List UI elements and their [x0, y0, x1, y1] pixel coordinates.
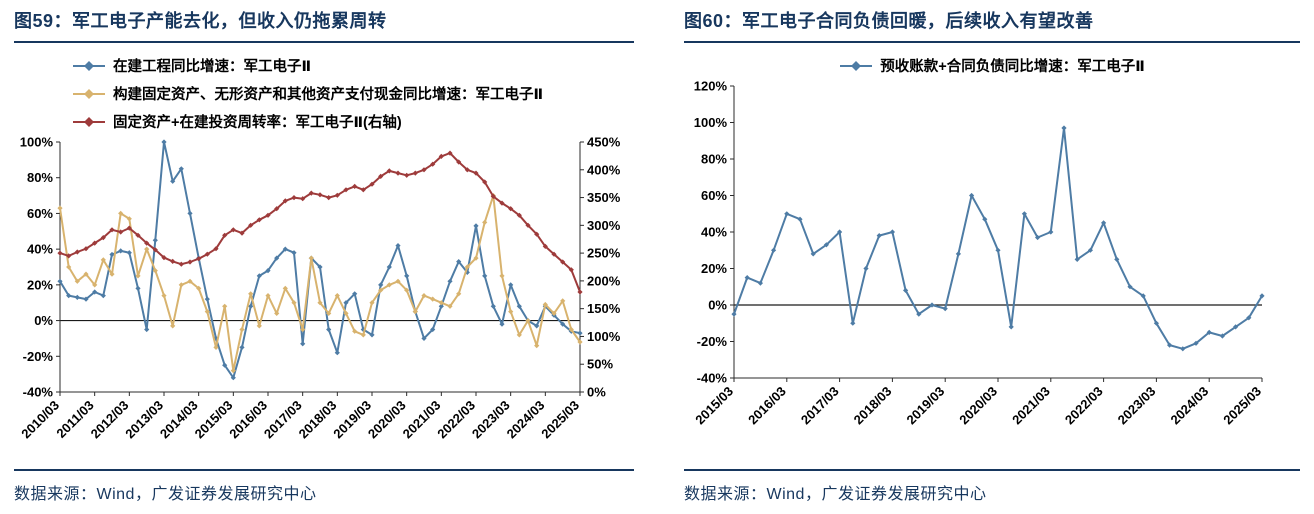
- svg-text:2022/03: 2022/03: [1062, 384, 1106, 428]
- svg-text:80%: 80%: [701, 152, 727, 167]
- svg-text:2020/03: 2020/03: [365, 398, 409, 442]
- svg-text:2017/03: 2017/03: [261, 398, 305, 442]
- svg-text:150%: 150%: [587, 301, 621, 316]
- figure-59-panel: 图59：军工电子产能去化，但收入仍拖累周转 在建工程同比增速：军工电子Ⅱ 构建固定…: [14, 8, 634, 504]
- svg-text:2013/03: 2013/03: [122, 398, 166, 442]
- legend-line-marker-icon: [73, 60, 105, 71]
- figure-60-panel: 图60：军工电子合同负债回暖，后续收入有望改善 预收账款+合同负债同比增速：军工…: [660, 0, 1314, 514]
- legend-item: 预收账款+合同负债同比增速：军工电子Ⅱ: [839, 55, 1145, 76]
- legend-item: 构建固定资产、无形资产和其他资产支付现金同比增速：军工电子Ⅱ: [72, 83, 634, 104]
- svg-text:300%: 300%: [587, 218, 621, 233]
- figure-60-legend: 预收账款+合同负债同比增速：军工电子Ⅱ: [684, 55, 1300, 76]
- svg-text:2019/03: 2019/03: [903, 384, 947, 428]
- svg-text:2014/03: 2014/03: [157, 398, 201, 442]
- legend-item: 固定资产+在建投资周转率：军工电子Ⅱ(右轴): [72, 111, 634, 132]
- svg-text:40%: 40%: [701, 225, 727, 240]
- figure-60-chart: -40% -20% 0% 20% 40% 60% 80% 100% 120% 2015/03 201…: [684, 78, 1300, 455]
- svg-text:200%: 200%: [587, 273, 621, 288]
- svg-text:2012/03: 2012/03: [88, 398, 132, 442]
- svg-text:120%: 120%: [694, 79, 728, 94]
- figure-59-source: 数据来源：Wind，广发证券发展研究中心: [14, 469, 634, 504]
- svg-text:60%: 60%: [701, 188, 727, 203]
- svg-text:2015/03: 2015/03: [692, 384, 736, 428]
- svg-text:2022/03: 2022/03: [434, 398, 478, 442]
- legend-label: 预收账款+合同负债同比增速：军工电子Ⅱ: [880, 59, 1145, 75]
- chart-canvas: -40%-20%0%20%40%60%80%100%120%2015/03 201…: [692, 79, 1265, 428]
- figure-60-source: 数据来源：Wind，广发证券发展研究中心: [684, 469, 1300, 504]
- legend-label: 在建工程同比增速：军工电子Ⅱ: [113, 59, 312, 75]
- svg-text:2016/03: 2016/03: [745, 384, 789, 428]
- legend-line-marker-icon: [73, 116, 105, 127]
- svg-text:-20%: -20%: [23, 349, 54, 364]
- svg-text:2020/03: 2020/03: [956, 384, 1000, 428]
- svg-text:2015/03: 2015/03: [192, 398, 236, 442]
- svg-text:0%: 0%: [34, 313, 53, 328]
- svg-text:2018/03: 2018/03: [851, 384, 895, 428]
- svg-text:80%: 80%: [27, 170, 53, 185]
- figure-59-chart: -40% -20% 0% 20% 40% 60% 80% 100% 0% 50% 100% 150% 2…: [14, 134, 634, 469]
- svg-text:50%: 50%: [587, 357, 613, 372]
- svg-text:40%: 40%: [27, 242, 53, 257]
- svg-text:-40%: -40%: [23, 385, 54, 400]
- legend-line-marker-icon: [73, 88, 105, 99]
- svg-text:0%: 0%: [587, 385, 606, 400]
- svg-text:20%: 20%: [27, 277, 53, 292]
- svg-text:20%: 20%: [701, 261, 727, 276]
- svg-text:100%: 100%: [587, 329, 621, 344]
- figure-60-title: 图60：军工电子合同负债回暖，后续收入有望改善: [684, 8, 1300, 43]
- legend-label: 构建固定资产、无形资产和其他资产支付现金同比增速：军工电子Ⅱ: [113, 87, 544, 103]
- svg-text:2021/03: 2021/03: [400, 398, 444, 442]
- svg-text:2010/03: 2010/03: [18, 398, 62, 442]
- svg-text:2021/03: 2021/03: [1009, 384, 1053, 428]
- svg-text:2019/03: 2019/03: [330, 398, 374, 442]
- svg-text:450%: 450%: [587, 135, 621, 150]
- svg-text:2024/03: 2024/03: [504, 398, 548, 442]
- svg-text:2018/03: 2018/03: [296, 398, 340, 442]
- svg-text:2025/03: 2025/03: [1220, 384, 1264, 428]
- svg-text:400%: 400%: [587, 162, 621, 177]
- svg-text:0%: 0%: [708, 298, 727, 313]
- svg-text:350%: 350%: [587, 190, 621, 205]
- legend-label: 固定资产+在建投资周转率：军工电子Ⅱ(右轴): [113, 115, 402, 131]
- legend-line-marker-icon: [840, 60, 873, 71]
- svg-text:250%: 250%: [587, 246, 621, 261]
- svg-text:-20%: -20%: [697, 334, 728, 349]
- svg-text:2017/03: 2017/03: [798, 384, 842, 428]
- svg-text:2025/03: 2025/03: [538, 398, 582, 442]
- svg-text:2024/03: 2024/03: [1167, 384, 1211, 428]
- figure-59-legend: 在建工程同比增速：军工电子Ⅱ 构建固定资产、无形资产和其他资产支付现金同比增速：军…: [72, 55, 634, 132]
- svg-text:2016/03: 2016/03: [226, 398, 270, 442]
- svg-text:-40%: -40%: [697, 371, 728, 386]
- legend-item: 在建工程同比增速：军工电子Ⅱ: [72, 55, 634, 76]
- svg-text:2023/03: 2023/03: [469, 398, 513, 442]
- svg-text:100%: 100%: [694, 115, 728, 130]
- figure-59-title: 图59：军工电子产能去化，但收入仍拖累周转: [14, 8, 634, 43]
- svg-text:60%: 60%: [27, 206, 53, 221]
- chart-canvas: -40% -20% 0% 20% 40% 60% 80% 100% 0% 50% 100% 150% 2…: [18, 135, 621, 442]
- svg-text:100%: 100%: [20, 135, 54, 150]
- svg-text:2023/03: 2023/03: [1115, 384, 1159, 428]
